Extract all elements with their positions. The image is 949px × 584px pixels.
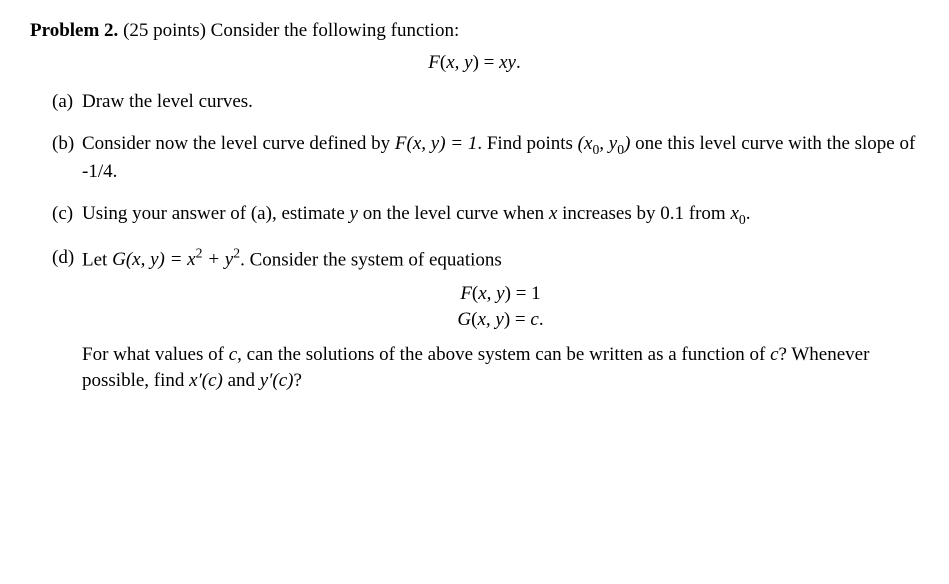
part-a: (a) Draw the level curves.	[52, 89, 919, 115]
d-p2b: , can the solutions of the above system …	[237, 344, 770, 365]
d-yp: y′(c)	[260, 370, 294, 391]
part-a-body: Draw the level curves.	[82, 89, 919, 115]
d-p2e: ?	[293, 370, 301, 391]
b-t1: Consider now the level curve defined by	[82, 133, 395, 154]
d-t1: Let	[82, 249, 112, 270]
b-eq1: F(x, y) = 1	[395, 133, 477, 154]
d-gdef: G(x, y) = x2 + y2	[112, 249, 240, 270]
part-b: (b) Consider now the level curve defined…	[52, 131, 919, 185]
d-p2d: and	[223, 370, 260, 391]
c-x0: x0	[730, 203, 745, 224]
d-eq-line1: F(x, y) = 1	[82, 281, 919, 307]
problem-points: (25 points)	[123, 20, 206, 41]
b-point: (x0, y0)	[578, 133, 631, 154]
part-d-body: Let G(x, y) = x2 + y2. Consider the syst…	[82, 245, 919, 394]
c-t3: increases by 0.1 from	[557, 203, 730, 224]
c-t2: on the level curve when	[358, 203, 549, 224]
b-t2: . Find points	[477, 133, 577, 154]
part-c-body: Using your answer of (a), estimate y on …	[82, 201, 919, 229]
problem-intro: Consider the following function:	[211, 20, 460, 41]
d-para2: For what values of c, can the solutions …	[82, 342, 919, 393]
problem-label: Problem 2.	[30, 20, 118, 41]
d-t2: . Consider the system of equations	[240, 249, 502, 270]
part-b-body: Consider now the level curve defined by …	[82, 131, 919, 185]
part-d: (d) Let G(x, y) = x2 + y2. Consider the …	[52, 245, 919, 394]
problem-header: Problem 2. (25 points) Consider the foll…	[30, 18, 919, 44]
part-c-label: (c)	[52, 201, 82, 229]
problem-block: Problem 2. (25 points) Consider the foll…	[30, 18, 919, 394]
d-c2: c	[770, 344, 778, 365]
part-b-label: (b)	[52, 131, 82, 185]
c-dot: .	[746, 203, 751, 224]
d-p2a: For what values of	[82, 344, 229, 365]
parts-list: (a) Draw the level curves. (b) Consider …	[52, 89, 919, 393]
d-c1: c	[229, 344, 237, 365]
c-t1: Using your answer of (a), estimate	[82, 203, 350, 224]
d-eq-line2: G(x, y) = c.	[82, 307, 919, 333]
part-a-label: (a)	[52, 89, 82, 115]
d-eq-system: F(x, y) = 1 G(x, y) = c.	[82, 281, 919, 332]
part-c: (c) Using your answer of (a), estimate y…	[52, 201, 919, 229]
main-equation: F(x, y) = xy.	[30, 50, 919, 76]
d-xp: x′(c)	[189, 370, 223, 391]
c-y: y	[350, 203, 358, 224]
eq-fxy: F(x, y) = xy.	[428, 52, 520, 73]
part-d-label: (d)	[52, 245, 82, 394]
